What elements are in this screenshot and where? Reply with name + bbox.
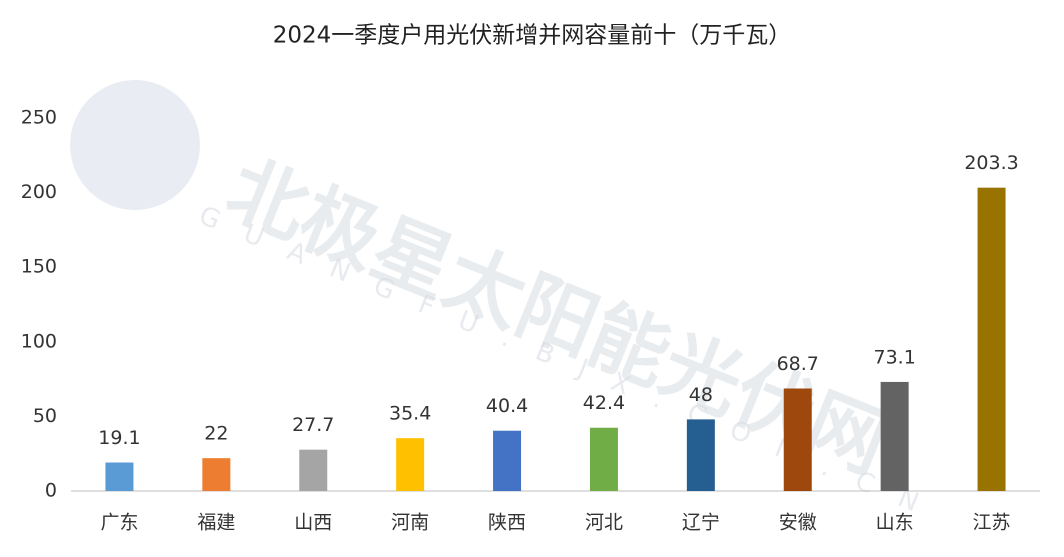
bar [396, 438, 425, 491]
bar [299, 449, 328, 491]
watermark-logo [70, 80, 200, 210]
bar [686, 419, 715, 491]
y-tick-label: 250 [21, 107, 57, 129]
bar [880, 381, 909, 491]
value-label: 73.1 [873, 346, 915, 368]
x-tick-label: 陕西 [488, 512, 526, 534]
x-tick-label: 河南 [391, 512, 429, 534]
bar [589, 427, 618, 491]
y-tick-label: 100 [21, 330, 57, 352]
y-tick-label: 200 [21, 181, 57, 203]
x-tick-label: 福建 [197, 512, 235, 534]
value-label: 42.4 [583, 392, 625, 414]
bar [202, 458, 231, 491]
y-tick-label: 0 [45, 480, 57, 502]
x-tick-label: 山东 [876, 512, 914, 534]
chart-title: 2024一季度户用光伏新增并网容量前十（万千瓦） [273, 23, 792, 49]
x-tick-label: 广东 [100, 512, 138, 534]
x-tick-label: 山西 [294, 512, 332, 534]
x-tick-label: 江苏 [973, 512, 1011, 534]
y-tick-label: 50 [33, 405, 57, 427]
value-label: 68.7 [777, 353, 819, 375]
value-label: 22 [204, 423, 228, 445]
bar [783, 388, 812, 491]
bar [977, 187, 1006, 492]
bar [493, 430, 522, 491]
value-label: 40.4 [486, 395, 528, 417]
value-label: 35.4 [389, 403, 431, 425]
value-label: 19.1 [98, 427, 140, 449]
value-label: 203.3 [964, 152, 1018, 174]
bar [105, 462, 134, 491]
x-tick-label: 河北 [585, 512, 623, 534]
y-tick-label: 150 [21, 256, 57, 278]
x-tick-label: 辽宁 [682, 512, 720, 534]
value-label: 48 [689, 384, 713, 406]
value-label: 27.7 [292, 414, 334, 436]
x-tick-label: 安徽 [779, 512, 817, 534]
